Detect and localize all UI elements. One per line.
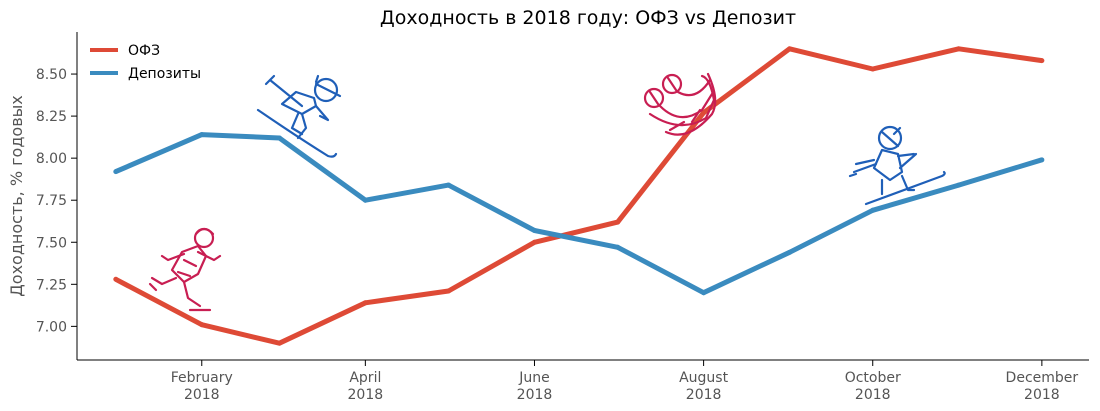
data-point (701, 290, 707, 296)
x-tick-label: February 2018 (171, 370, 233, 403)
data-point (787, 249, 793, 255)
skier-icon (256, 74, 342, 158)
data-point (199, 132, 205, 138)
axes (76, 32, 1089, 361)
data-point (113, 276, 119, 282)
x-tick-label: June 2018 (517, 370, 553, 403)
data-point (113, 169, 119, 175)
y-tick-label: 8.00 (36, 151, 67, 167)
data-point (1039, 58, 1045, 64)
sledders-icon (643, 72, 717, 136)
x-tick-label: August 2018 (679, 370, 729, 403)
y-tick-label: 7.75 (36, 193, 67, 209)
series-layer (113, 46, 1045, 346)
data-point (531, 227, 537, 233)
y-axis-label: Доходность, % годовых (7, 95, 26, 296)
y-tick-label: 8.25 (36, 109, 67, 125)
legend-label-ofz: ОФЗ (128, 43, 160, 59)
data-point (870, 66, 876, 72)
data-point (276, 340, 282, 346)
cross-country-skier-icon (848, 125, 946, 206)
data-point (362, 300, 368, 306)
data-point (870, 207, 876, 213)
legend-item-ofz: ОФЗ (90, 43, 160, 59)
data-point (956, 46, 962, 52)
y-tick-label: 7.50 (36, 235, 67, 251)
legend-item-deposits: Депозиты (90, 66, 201, 82)
data-point (701, 110, 707, 116)
series-line-deposits (114, 132, 1043, 296)
chart-title: Доходность в 2018 году: ОФЗ vs Депозит (380, 7, 796, 29)
y-tick-label: 7.00 (36, 319, 67, 335)
data-point (446, 182, 452, 188)
x-tick-label: October 2018 (845, 370, 901, 403)
data-point (531, 239, 537, 245)
y-ticks: 7.00 7.25 7.50 7.75 8.00 8.25 8.50 (36, 67, 77, 335)
data-point (787, 46, 793, 52)
legend: ОФЗ Депозиты (90, 43, 201, 82)
x-tick-label: December 2018 (1006, 370, 1079, 403)
skater-icon (148, 227, 222, 312)
data-point (276, 135, 282, 141)
data-point (615, 219, 621, 225)
series-line-ofz (114, 46, 1043, 346)
data-point (615, 244, 621, 250)
data-point (956, 182, 962, 188)
data-point (446, 288, 452, 294)
y-tick-label: 8.50 (36, 67, 67, 83)
x-ticks: February 2018 April 2018 June 2018 August 2018 O… (171, 360, 1079, 403)
legend-label-deposits: Депозиты (128, 66, 201, 82)
y-tick-label: 7.25 (36, 277, 67, 293)
data-point (362, 197, 368, 203)
x-tick-label: April 2018 (348, 370, 384, 403)
data-point (1039, 157, 1045, 163)
data-point (199, 322, 205, 328)
